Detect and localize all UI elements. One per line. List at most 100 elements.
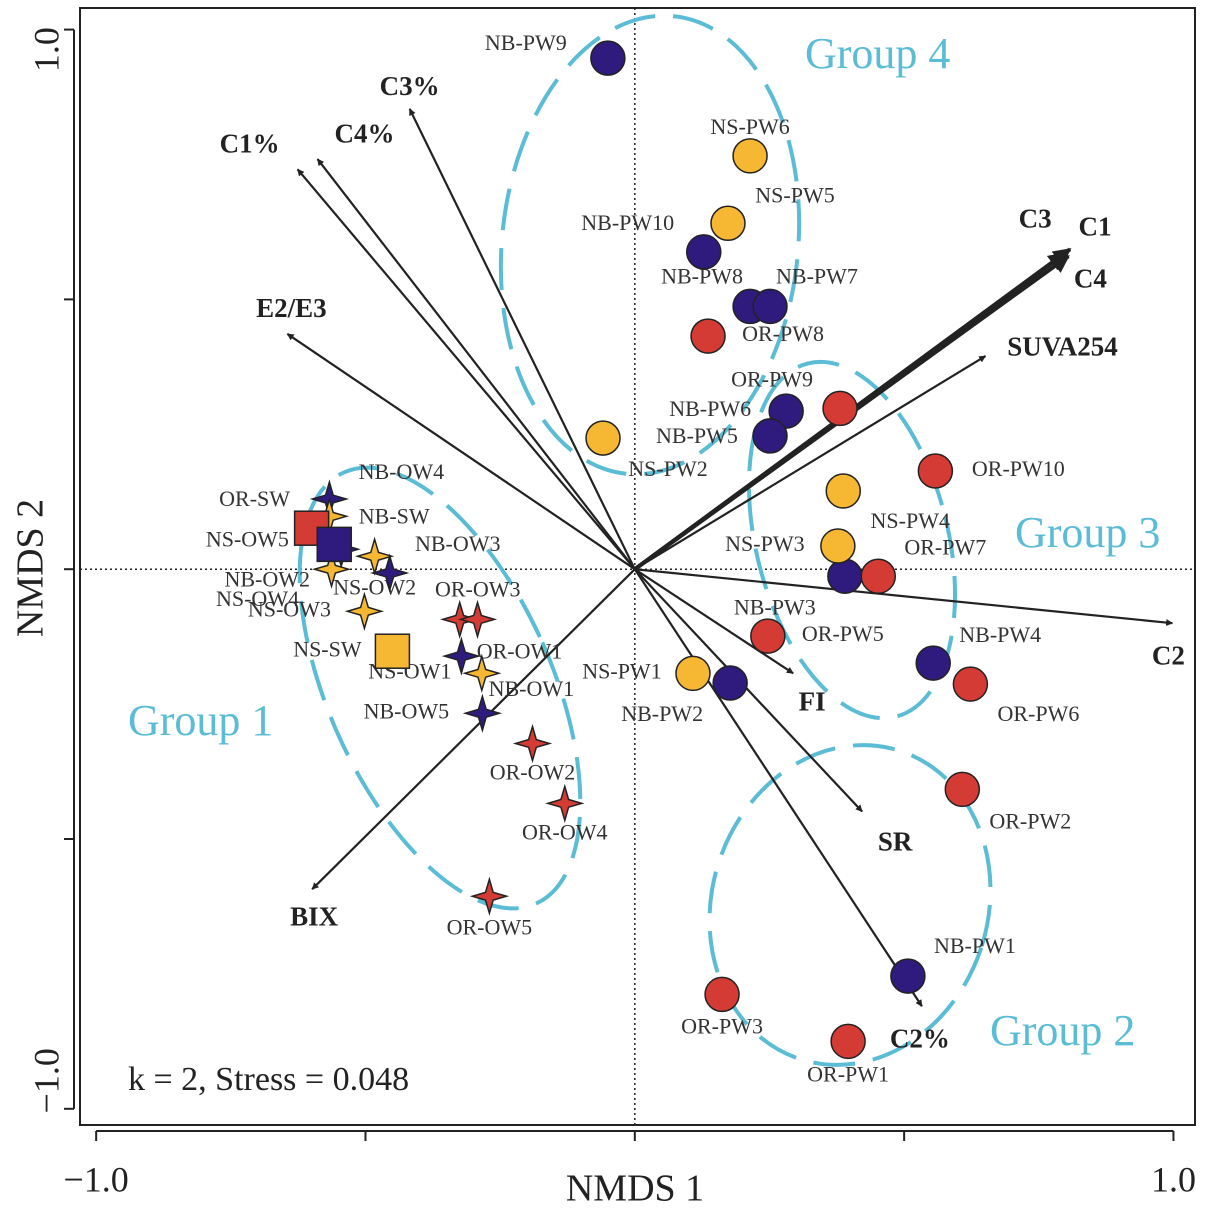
point — [768, 393, 804, 429]
vector-arrow — [408, 108, 636, 570]
point-label: OR-PW1 — [807, 1061, 889, 1086]
point — [545, 783, 585, 824]
x-axis-title: NMDS 1 — [566, 1168, 704, 1210]
point-label: NB-OW2 — [224, 566, 310, 591]
vector-arrow — [634, 568, 863, 813]
plot-frame — [79, 7, 1196, 1126]
point — [710, 205, 746, 242]
vector-label: BIX — [290, 901, 339, 931]
point — [690, 318, 726, 354]
point-label: OR-PW8 — [742, 321, 824, 346]
vector-arrow — [634, 568, 1174, 627]
vector-label: C2 — [1152, 640, 1185, 670]
point — [704, 976, 740, 1013]
group-label: Group 2 — [990, 1006, 1135, 1055]
point-label: OR-OW3 — [435, 576, 521, 601]
vector-label: C3% — [380, 71, 440, 101]
stress-annotation: k = 2, Stress = 0.048 — [128, 1061, 409, 1098]
point-label: OR-PW7 — [904, 534, 986, 559]
point — [512, 723, 553, 764]
vector-arrow — [296, 168, 636, 570]
point — [370, 553, 410, 593]
point-label: OR-SW — [219, 486, 290, 511]
point-label: OR-OW2 — [490, 760, 576, 785]
point-label: OR-PW5 — [802, 621, 884, 646]
point-label: NS-PW2 — [628, 456, 707, 481]
vector-label: C2% — [890, 1023, 950, 1053]
point — [441, 636, 482, 676]
point — [462, 693, 503, 733]
group-ellipse — [707, 743, 993, 1067]
vector-label: C3 — [1019, 204, 1052, 234]
group-ellipse — [498, 13, 802, 477]
group-label: Group 1 — [128, 696, 273, 745]
point — [675, 655, 711, 692]
vector-label: C1% — [220, 129, 280, 159]
group-label: Group 3 — [1015, 508, 1160, 557]
vector-arrow — [633, 568, 923, 1007]
point-label: OR-PW2 — [989, 808, 1071, 833]
point — [830, 1023, 866, 1060]
point — [469, 876, 510, 916]
vector-label: E2/E3 — [256, 293, 327, 323]
point-label: NS-PW4 — [871, 508, 950, 533]
point-label: NB-PW10 — [581, 210, 674, 235]
point — [944, 771, 981, 808]
point — [344, 591, 385, 631]
point — [311, 549, 352, 589]
group-ellipse — [297, 465, 583, 911]
point-label: NS-SW — [293, 636, 362, 661]
point — [820, 528, 856, 564]
point — [752, 288, 788, 325]
point-label: OR-OW4 — [522, 819, 608, 844]
point-label: NS-OW4 — [216, 586, 299, 611]
point-label: NB-PW1 — [934, 933, 1016, 958]
point-label: NS-OW3 — [248, 596, 331, 621]
point-label: NS-PW1 — [582, 658, 661, 683]
point-label: NB-SW — [359, 503, 430, 528]
point — [952, 666, 989, 702]
x-tick-label: −1.0 — [64, 1159, 129, 1199]
point-label: OR-PW3 — [681, 1013, 763, 1038]
point — [732, 138, 768, 174]
vector-arrow — [311, 568, 636, 890]
point-label: NS-OW5 — [206, 526, 289, 551]
vector-label: FI — [799, 687, 826, 717]
y-axis-title: NMDS 2 — [10, 499, 52, 637]
point-label: NB-PW6 — [669, 396, 751, 421]
vector-label: SUVA254 — [1007, 331, 1118, 361]
point — [686, 234, 722, 270]
point — [462, 653, 502, 693]
y-tick-label: −1.0 — [26, 1048, 66, 1113]
point-label: NB-OW3 — [415, 531, 501, 556]
x-tick-label: 1.0 — [1151, 1159, 1196, 1199]
point — [915, 645, 951, 681]
point — [917, 453, 954, 489]
vector-arrow — [316, 158, 636, 570]
point-label: OR-PW9 — [731, 366, 813, 391]
point-label: NS-PW5 — [755, 182, 834, 207]
point-label: NS-PW3 — [725, 531, 804, 556]
point-label: NB-PW2 — [621, 701, 703, 726]
point — [750, 618, 786, 654]
point-label: OR-OW5 — [447, 914, 533, 939]
point — [374, 633, 411, 669]
point-label: NB-PW7 — [776, 263, 858, 288]
vector-label: C4 — [1074, 263, 1107, 293]
point — [822, 390, 858, 427]
vector-label: SR — [878, 827, 913, 857]
group-label: Group 4 — [805, 29, 950, 78]
point — [590, 40, 626, 76]
point — [316, 526, 352, 563]
point — [585, 420, 621, 456]
point-label: NB-OW5 — [364, 698, 450, 723]
point-label: NB-OW4 — [359, 459, 445, 484]
point — [860, 558, 897, 594]
point-label: NS-OW2 — [333, 574, 416, 599]
point-label: NB-PW4 — [959, 622, 1041, 647]
point — [752, 418, 788, 454]
point-label: OR-OW1 — [477, 638, 563, 663]
point-label: NB-PW3 — [734, 594, 816, 619]
group-ellipse — [746, 359, 958, 721]
